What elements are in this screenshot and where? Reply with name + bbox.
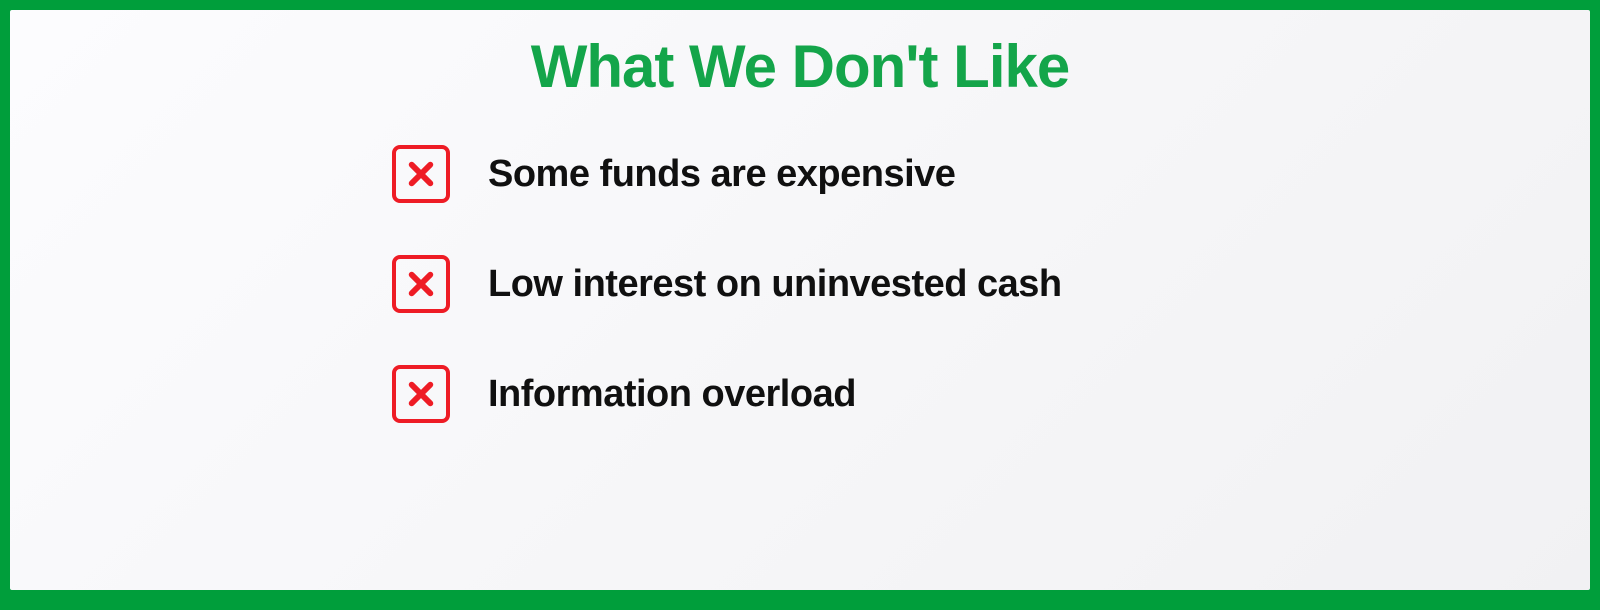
list-item-label: Low interest on uninvested cash (488, 263, 1062, 306)
x-icon (392, 365, 450, 423)
section-title: What We Don't Like (10, 32, 1590, 101)
x-icon (392, 145, 450, 203)
cons-list: Some funds are expensive Low interest on… (392, 145, 1590, 423)
list-item-label: Some funds are expensive (488, 153, 955, 196)
card-panel: What We Don't Like Some funds are expens… (10, 10, 1590, 590)
x-icon (392, 255, 450, 313)
list-item: Low interest on uninvested cash (392, 255, 1590, 313)
list-item: Information overload (392, 365, 1590, 423)
list-item: Some funds are expensive (392, 145, 1590, 203)
list-item-label: Information overload (488, 373, 856, 416)
